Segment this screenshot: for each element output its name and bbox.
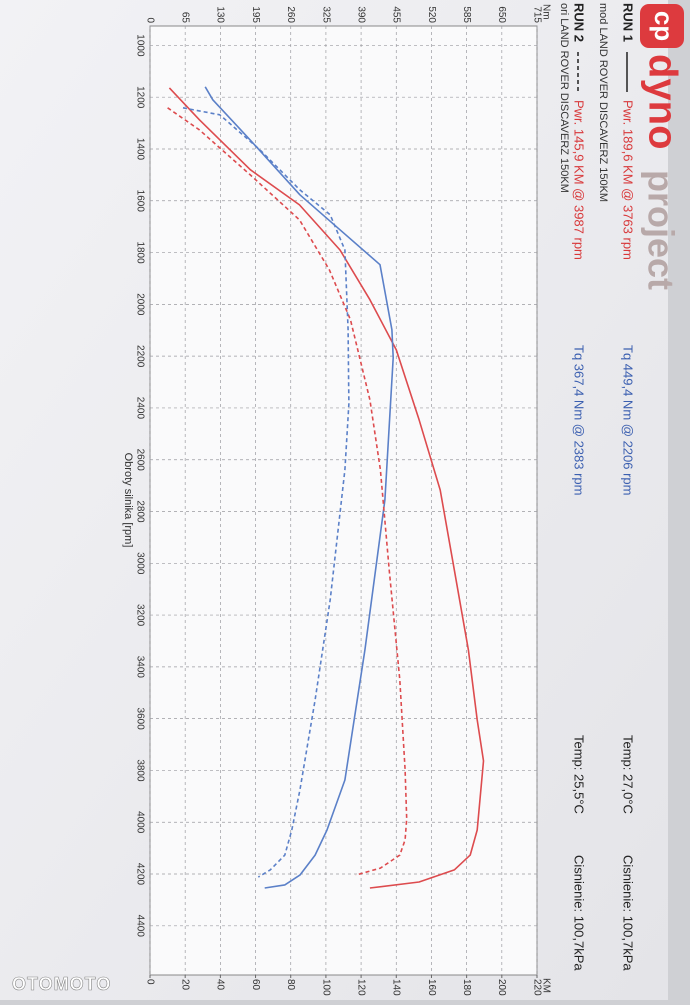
x-tick-label: 4400: [134, 915, 145, 938]
x-tick-label: 1400: [134, 138, 145, 161]
x-tick-label: 2800: [134, 500, 145, 523]
run-pressure: Cisnienie: 100,7kPa: [621, 855, 636, 971]
x-tick-label: 1000: [134, 34, 145, 57]
x-tick-label: 3800: [134, 759, 145, 782]
x-tick-label: 1200: [134, 86, 145, 109]
y2-tick-label: 60: [250, 979, 261, 991]
y2-tick-label: 40: [215, 979, 226, 991]
run-power: Pwr. 145,9 KM @ 3987 rpm: [572, 100, 587, 260]
y-tick-label: 65: [180, 12, 191, 24]
y2-tick-label: 100: [320, 979, 331, 996]
y-tick-label: 585: [461, 6, 472, 23]
run-pressure: Cisnienie: 100,7kPa: [572, 855, 587, 971]
plot-area: [149, 25, 538, 976]
x-tick-label: 2000: [134, 293, 145, 316]
x-tick-label: 2600: [134, 449, 145, 472]
curve: [168, 87, 485, 889]
rotated-printout: cp dyno project Nm KM Obroty silnika [rp…: [122, 3, 684, 996]
x-tick-label: 1800: [134, 241, 145, 264]
y-tick-label: 715: [531, 6, 542, 23]
run-torque: Tq 449,4 Nm @ 2206 rpm: [621, 345, 636, 495]
y-tick-label: 455: [391, 6, 402, 23]
y2-tick-label: 20: [180, 979, 191, 991]
y2-tick-label: 180: [461, 979, 472, 996]
curve: [204, 86, 394, 889]
y2-tick-label: 0: [144, 979, 155, 985]
y2-tick-label: 220: [531, 979, 542, 996]
logo-text: dyno: [640, 54, 684, 150]
x-tick-label: 3400: [134, 656, 145, 679]
y2-tick-label: 160: [426, 979, 437, 996]
run-temp: Temp: 27,0°C: [621, 735, 636, 814]
curve: [182, 107, 350, 878]
x-tick-label: 3200: [134, 604, 145, 627]
logo-box: [640, 4, 684, 48]
curve: [167, 107, 408, 876]
run-torque: Tq 367,4 Nm @ 2383 rpm: [572, 345, 587, 495]
y-tick-label: 0: [144, 17, 155, 23]
y-tick-label: 130: [215, 6, 226, 23]
logo-text: project: [640, 170, 681, 290]
y-tick-label: 650: [496, 6, 507, 23]
x-tick-label: 4200: [134, 863, 145, 886]
run-description: mod LAND ROVER DISCAVERZ 150KM: [597, 3, 609, 202]
y-tick-label: 325: [320, 6, 331, 23]
y-tick-label: 520: [426, 6, 437, 23]
x-tick-label: 4000: [134, 811, 145, 834]
y2-tick-label: 200: [496, 979, 507, 996]
x-axis-title: Obroty silnika [rpm]: [122, 453, 134, 548]
y2-tick-label: 140: [391, 979, 402, 996]
y2-axis-label: KM: [540, 978, 551, 993]
y-tick-label: 390: [355, 6, 366, 23]
x-tick-label: 3600: [134, 708, 145, 731]
x-tick-label: 3000: [134, 552, 145, 575]
y2-tick-label: 80: [285, 979, 296, 991]
x-tick-label: 2200: [134, 345, 145, 368]
x-tick-label: 1600: [134, 190, 145, 213]
x-tick-label: 2400: [134, 397, 145, 420]
run-temp: Temp: 25,5°C: [572, 735, 587, 814]
y-tick-label: 195: [250, 6, 261, 23]
watermark: OTOMOTO: [12, 974, 111, 994]
run-name: RUN 2: [572, 3, 587, 42]
run-description: ori LAND ROVER DISCAVERZ 150KM: [558, 3, 570, 193]
run-name: RUN 1: [621, 3, 636, 42]
y2-tick-label: 120: [355, 979, 366, 996]
y-axis-label: Nm: [540, 4, 551, 20]
y-tick-label: 260: [285, 6, 296, 23]
run-power: Pwr. 189,6 KM @ 3763 rpm: [621, 100, 636, 260]
logo-mark: cp: [649, 11, 679, 41]
